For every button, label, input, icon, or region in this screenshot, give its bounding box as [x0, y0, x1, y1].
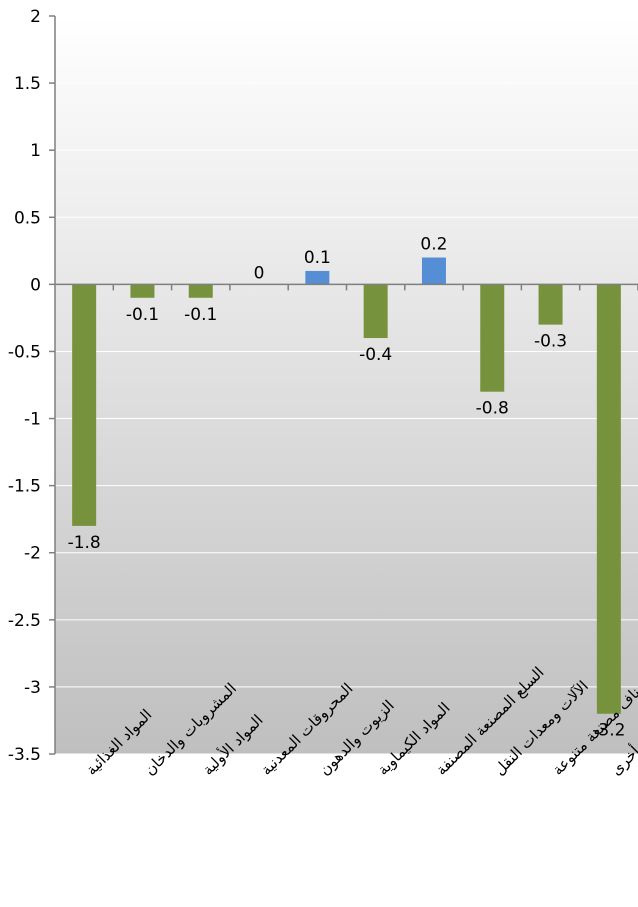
y-tick-label: -3.5	[8, 745, 41, 765]
bar	[305, 270, 330, 285]
y-tick-label: 2	[30, 7, 41, 27]
bar	[596, 284, 621, 714]
bar-series	[72, 257, 621, 714]
y-tick-label: 0.5	[14, 208, 41, 228]
bar	[72, 284, 97, 526]
y-tick-label: -3	[24, 678, 41, 698]
bar	[421, 257, 446, 285]
data-label: 0	[254, 263, 265, 283]
data-label: -0.8	[476, 399, 509, 419]
bar	[538, 284, 563, 325]
gridlines	[55, 15, 638, 755]
y-axis-ticks: 2 1.5 1 0.5 0 -0.5 -1 -1.5 -2 -2.5 -3 -3.5	[8, 7, 638, 765]
data-label: -0.1	[184, 305, 217, 325]
y-tick-label: -2	[24, 544, 41, 564]
bar	[480, 284, 505, 392]
data-labels: -1.8 -0.1 -0.1 0 0.1 -0.4 0.2 -0.8 -0.3 -3.2	[68, 235, 626, 741]
y-tick-label: 1	[30, 141, 41, 161]
y-tick-label: -2.5	[8, 611, 41, 631]
y-tick-label: 1.5	[14, 74, 41, 94]
data-label: -3.2	[592, 721, 625, 741]
data-label: -1.8	[68, 533, 101, 553]
y-tick-label: -1	[24, 410, 41, 430]
y-tick-label: -1.5	[8, 477, 41, 497]
plot-area	[55, 16, 638, 754]
bar	[130, 284, 155, 298]
data-label: 0.2	[420, 235, 447, 255]
y-tick-label: -0.5	[8, 342, 41, 362]
y-tick-label: 0	[30, 275, 41, 295]
bar	[363, 284, 388, 339]
data-label: -0.4	[359, 345, 392, 365]
bar	[188, 284, 213, 298]
data-label: -0.3	[534, 332, 567, 352]
data-label: -0.1	[126, 305, 159, 325]
data-label: 0.1	[304, 248, 331, 268]
